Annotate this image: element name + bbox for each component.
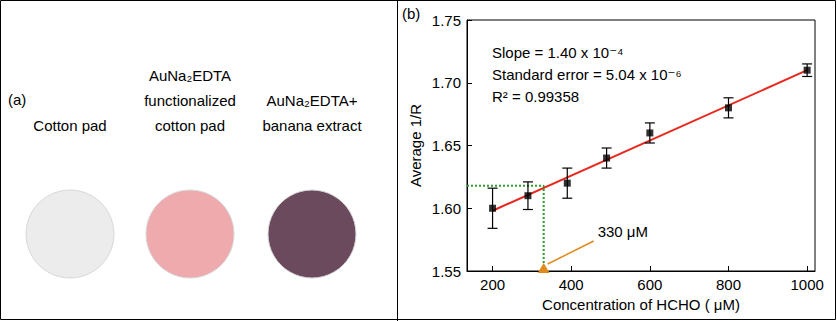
svg-text:1.65: 1.65 xyxy=(432,137,461,154)
svg-text:functionalized: functionalized xyxy=(144,92,236,109)
svg-text:(a): (a) xyxy=(8,91,26,108)
svg-text:800: 800 xyxy=(716,276,741,293)
svg-text:1.55: 1.55 xyxy=(432,263,461,280)
svg-text:200: 200 xyxy=(480,276,505,293)
svg-text:400: 400 xyxy=(559,276,584,293)
svg-text:330 μM: 330 μM xyxy=(598,223,648,240)
svg-text:1.70: 1.70 xyxy=(432,74,461,91)
svg-text:Standard error = 5.04 x 10⁻⁶: Standard error = 5.04 x 10⁻⁶ xyxy=(492,66,682,83)
svg-text:Cotton pad: Cotton pad xyxy=(33,117,106,134)
svg-text:AuNa₂EDTA+: AuNa₂EDTA+ xyxy=(267,92,358,109)
svg-text:(b): (b) xyxy=(402,5,420,22)
svg-text:600: 600 xyxy=(637,276,662,293)
svg-text:banana extract: banana extract xyxy=(262,117,362,134)
svg-text:1.75: 1.75 xyxy=(432,12,461,29)
svg-text:1000: 1000 xyxy=(790,276,823,293)
svg-text:R² = 0.99358: R² = 0.99358 xyxy=(492,88,579,105)
svg-text:Slope = 1.40 x 10⁻⁴: Slope = 1.40 x 10⁻⁴ xyxy=(492,44,624,61)
svg-text:Average 1/R: Average 1/R xyxy=(407,104,424,187)
svg-text:1.60: 1.60 xyxy=(432,200,461,217)
svg-text:Concentration of HCHO ( μM): Concentration of HCHO ( μM) xyxy=(542,296,740,313)
svg-text:AuNa₂EDTA: AuNa₂EDTA xyxy=(149,67,231,84)
svg-text:cotton pad: cotton pad xyxy=(155,117,225,134)
